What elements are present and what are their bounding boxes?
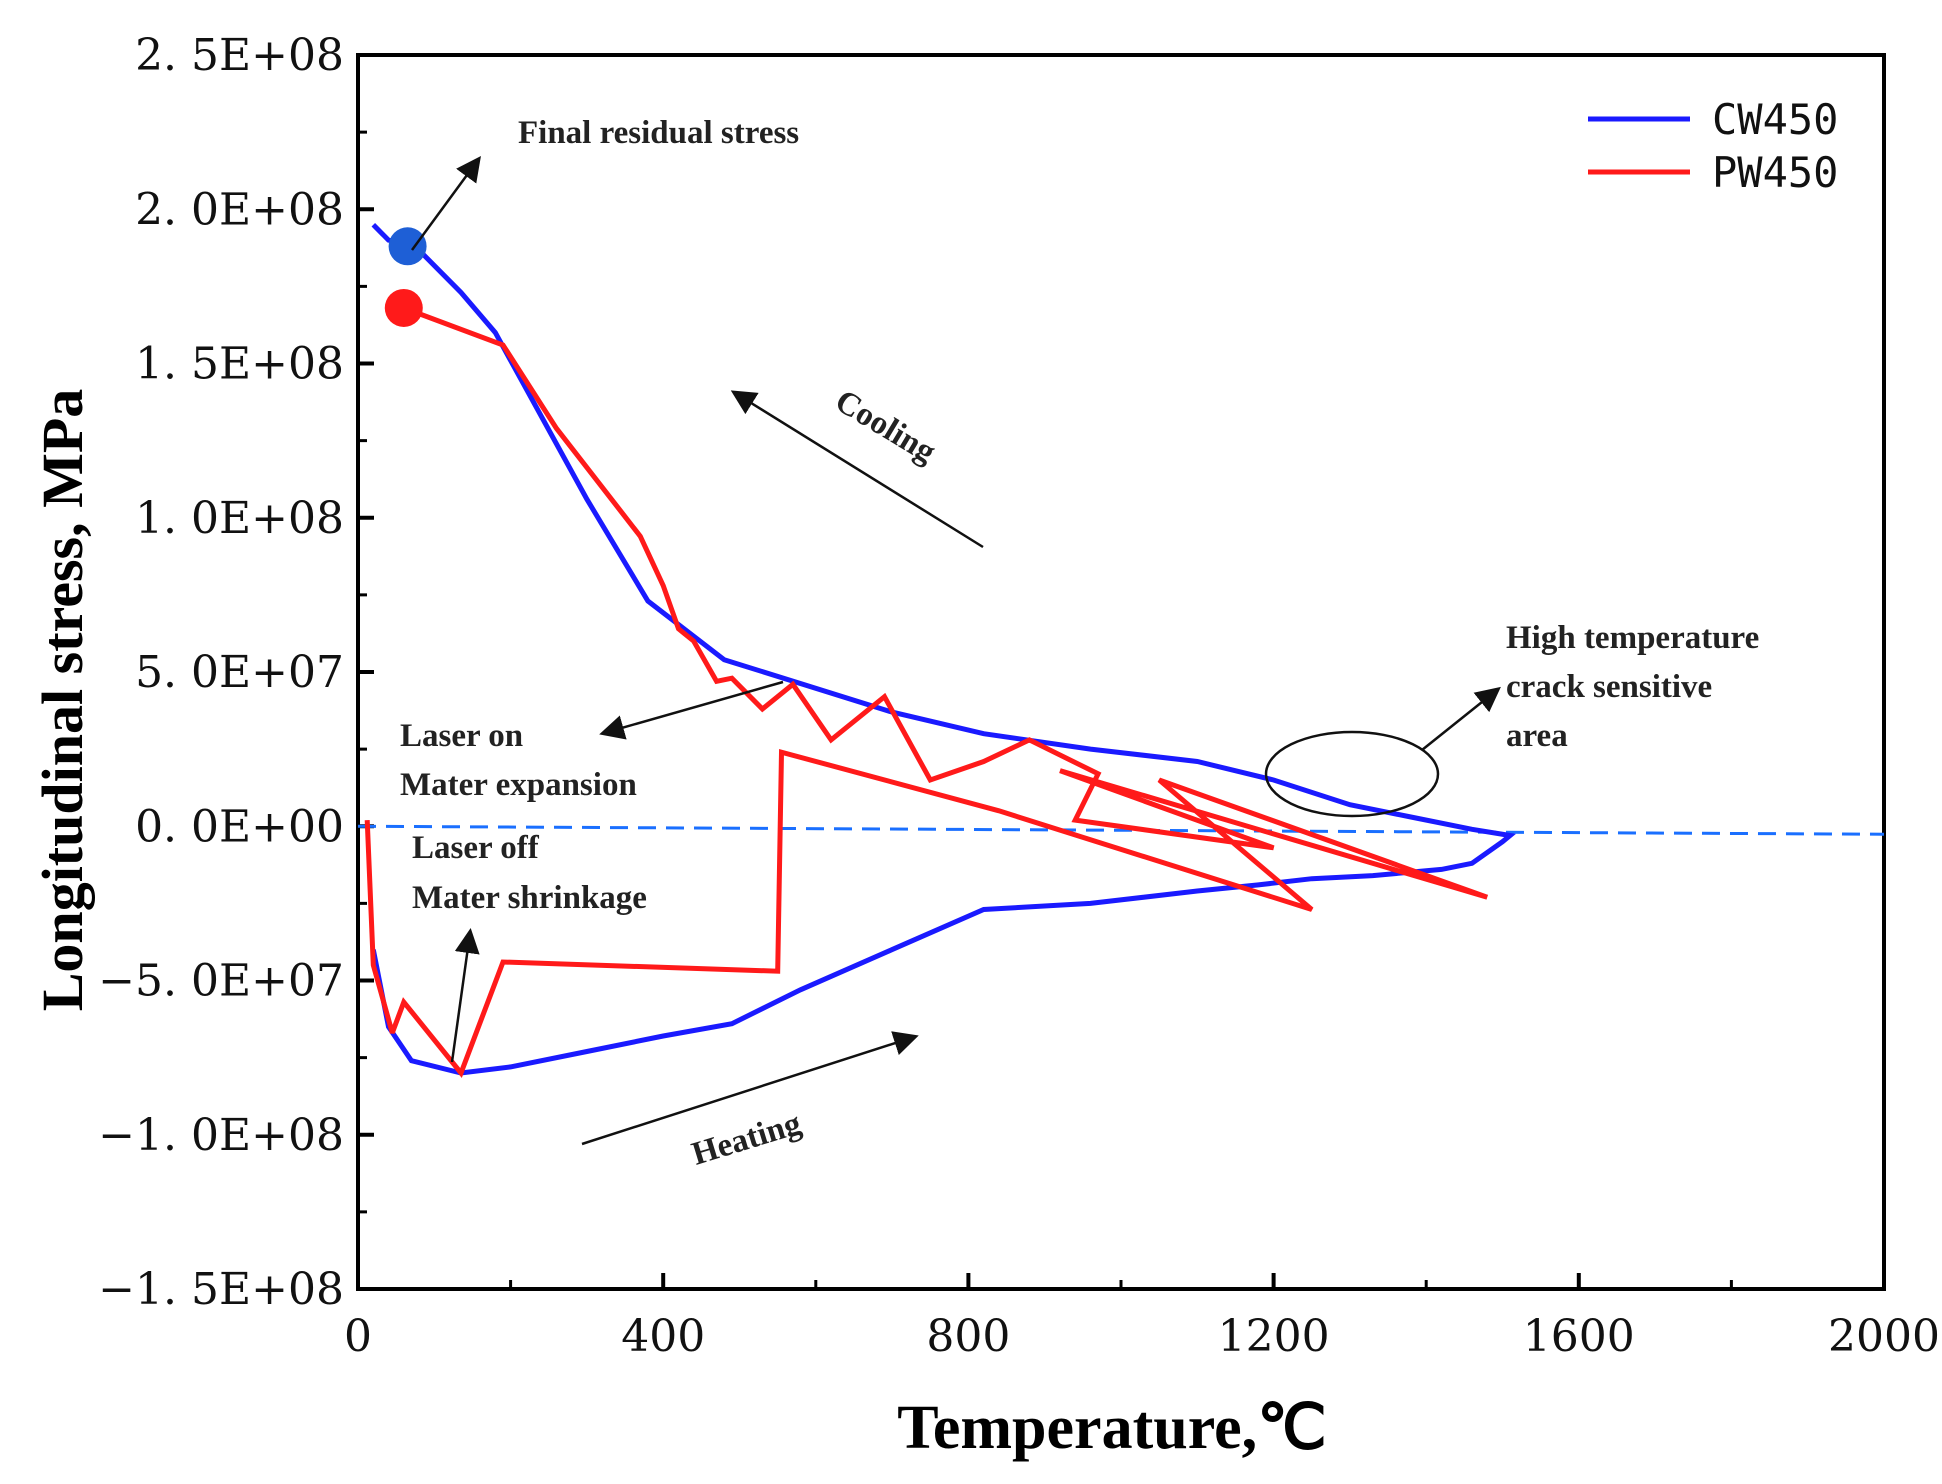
y-tick-label: 1. 0E+08	[135, 493, 344, 544]
legend-label-cw450: CW450	[1712, 95, 1838, 144]
y-tick-label: 2. 5E+08	[135, 30, 344, 81]
annotation-high-temp-arrow	[1421, 686, 1501, 751]
x-tick-label: 0	[344, 1311, 372, 1362]
annotation-final-residual-stress: Final residual stress	[518, 115, 799, 151]
annotation-heating-arrow	[581, 1031, 919, 1146]
series-line-pw450	[364, 305, 1489, 1078]
annotations: Final residual stress Cooling Laser on M…	[400, 115, 1759, 1173]
y-tick-label: −1. 5E+08	[98, 1264, 344, 1315]
annotation-laser-on-arrow	[599, 680, 784, 740]
legend-label-pw450: PW450	[1712, 148, 1838, 197]
y-axis-title: Longitudinal stress, MPa	[30, 389, 95, 1012]
y-tick-label: 1. 5E+08	[135, 339, 344, 390]
annotation-laser-off-arrow	[450, 928, 480, 1063]
annotation-area: area	[1506, 718, 1568, 754]
series-layer	[364, 222, 1516, 1078]
series-line-cw450	[370, 222, 1516, 1076]
zero-reference-line	[357, 824, 1885, 836]
annotation-crack-sensitive: crack sensitive	[1506, 669, 1712, 705]
x-tick-label: 1600	[1523, 1311, 1635, 1362]
annotation-final-arrow	[410, 155, 481, 251]
annotation-cooling-arrow	[730, 390, 984, 549]
final-residual-marker-pw450	[384, 288, 423, 327]
marker-layer	[384, 227, 427, 327]
annotation-heating: Heating	[688, 1105, 806, 1172]
final-residual-marker-cw450	[388, 227, 427, 266]
x-tick-label: 400	[621, 1311, 705, 1362]
y-tick-label: 5. 0E+07	[135, 647, 344, 698]
annotation-high-temperature: High temperature	[1506, 620, 1759, 656]
annotation-laser-on: Laser on	[400, 718, 523, 754]
legend: CW450 PW450	[1588, 95, 1838, 197]
x-axis-title: Temperature,℃	[897, 1394, 1327, 1462]
y-tick-label: 2. 0E+08	[135, 184, 344, 235]
crack-sensitive-area-ellipse	[1264, 730, 1440, 818]
annotation-laser-off: Laser off	[412, 830, 540, 866]
y-tick-label: −1. 0E+08	[98, 1110, 344, 1161]
y-tick-label: −5. 0E+07	[98, 956, 344, 1007]
annotation-mater-shrinkage: Mater shrinkage	[412, 880, 647, 916]
y-tick-label: 0. 0E+00	[135, 801, 344, 852]
x-tick-label: 2000	[1828, 1311, 1940, 1362]
x-tick-label: 800	[926, 1311, 1010, 1362]
annotation-cooling: Cooling	[829, 383, 942, 471]
axis-tick-labels: 0 400 800 1200 1600 2000 2. 5E+08 2. 0E+08 1. 5E…	[98, 30, 1940, 1362]
annotation-mater-expansion: Mater expansion	[400, 767, 637, 803]
x-tick-label: 1200	[1218, 1311, 1330, 1362]
